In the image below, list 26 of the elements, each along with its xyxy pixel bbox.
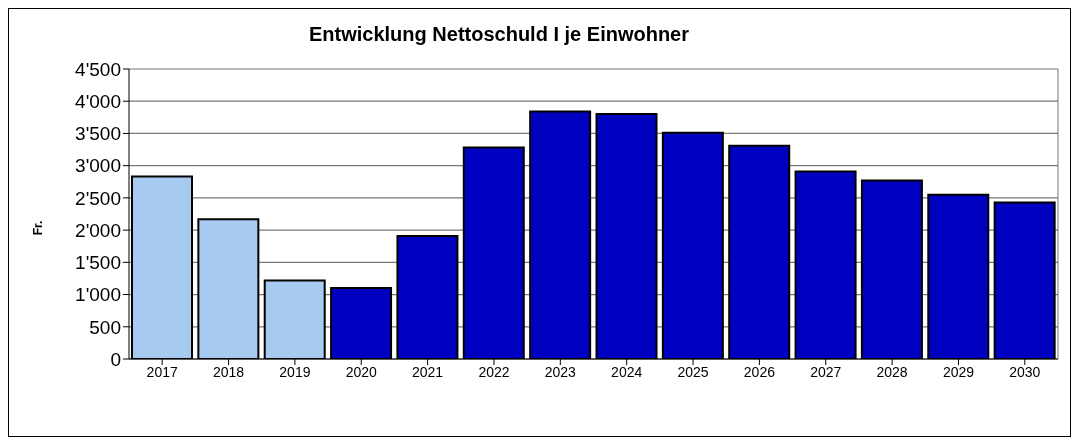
y-tick-label: 500: [89, 316, 121, 338]
x-tick-label: 2025: [677, 363, 709, 380]
y-tick-label: 0: [110, 348, 121, 370]
y-tick-label: 2'000: [75, 219, 121, 241]
x-tick-label: 2017: [146, 363, 178, 380]
x-tick-label: 2020: [345, 363, 378, 380]
y-axis-title: Fr.: [31, 220, 46, 236]
x-tick-label: 2028: [876, 363, 908, 380]
x-tick-label: 2021: [412, 363, 444, 380]
y-tick-label: 4'500: [75, 58, 121, 80]
y-tick-label: 2'500: [75, 187, 121, 209]
x-tick-label: 2018: [212, 363, 245, 380]
x-tick-label: 2023: [544, 363, 577, 380]
x-tick-label: 2030: [1009, 363, 1041, 380]
y-tick-label: 4'000: [75, 90, 121, 112]
y-tick-label: 1'500: [75, 252, 121, 274]
y-tick-label: 3'500: [75, 123, 121, 145]
x-tick-label: 2026: [743, 363, 776, 380]
chart-title: Entwicklung Nettoschuld I je Einwohner: [308, 23, 690, 46]
x-tick-label: 2022: [478, 363, 510, 380]
x-tick-label: 2019: [279, 363, 311, 380]
x-tick-label: 2029: [942, 363, 975, 380]
x-tick-label: 2027: [810, 363, 842, 380]
y-tick-label: 1'000: [75, 284, 121, 306]
x-tick-label: 2024: [611, 363, 643, 380]
y-tick-label: 3'000: [75, 155, 121, 177]
